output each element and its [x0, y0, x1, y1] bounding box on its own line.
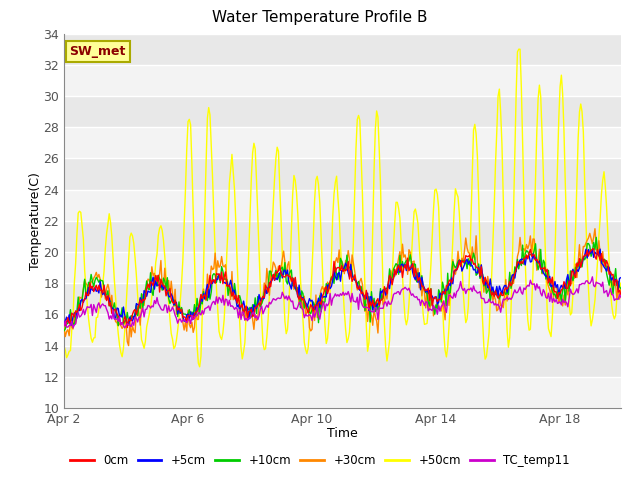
Bar [64, 158, 621, 190]
Bar [64, 346, 621, 377]
Legend: 0cm, +5cm, +10cm, +30cm, +50cm, TC_temp11: 0cm, +5cm, +10cm, +30cm, +50cm, TC_temp1… [65, 449, 575, 472]
Bar [64, 314, 621, 346]
Bar [64, 377, 621, 408]
Bar [64, 65, 621, 96]
Bar [64, 252, 621, 283]
Bar [64, 283, 621, 314]
Bar [64, 96, 621, 127]
Bar [64, 127, 621, 158]
Bar [64, 221, 621, 252]
Text: SW_met: SW_met [70, 45, 126, 58]
Y-axis label: Temperature(C): Temperature(C) [29, 172, 42, 270]
Text: Water Temperature Profile B: Water Temperature Profile B [212, 10, 428, 24]
Bar [64, 190, 621, 221]
X-axis label: Time: Time [327, 427, 358, 440]
Bar [64, 34, 621, 65]
